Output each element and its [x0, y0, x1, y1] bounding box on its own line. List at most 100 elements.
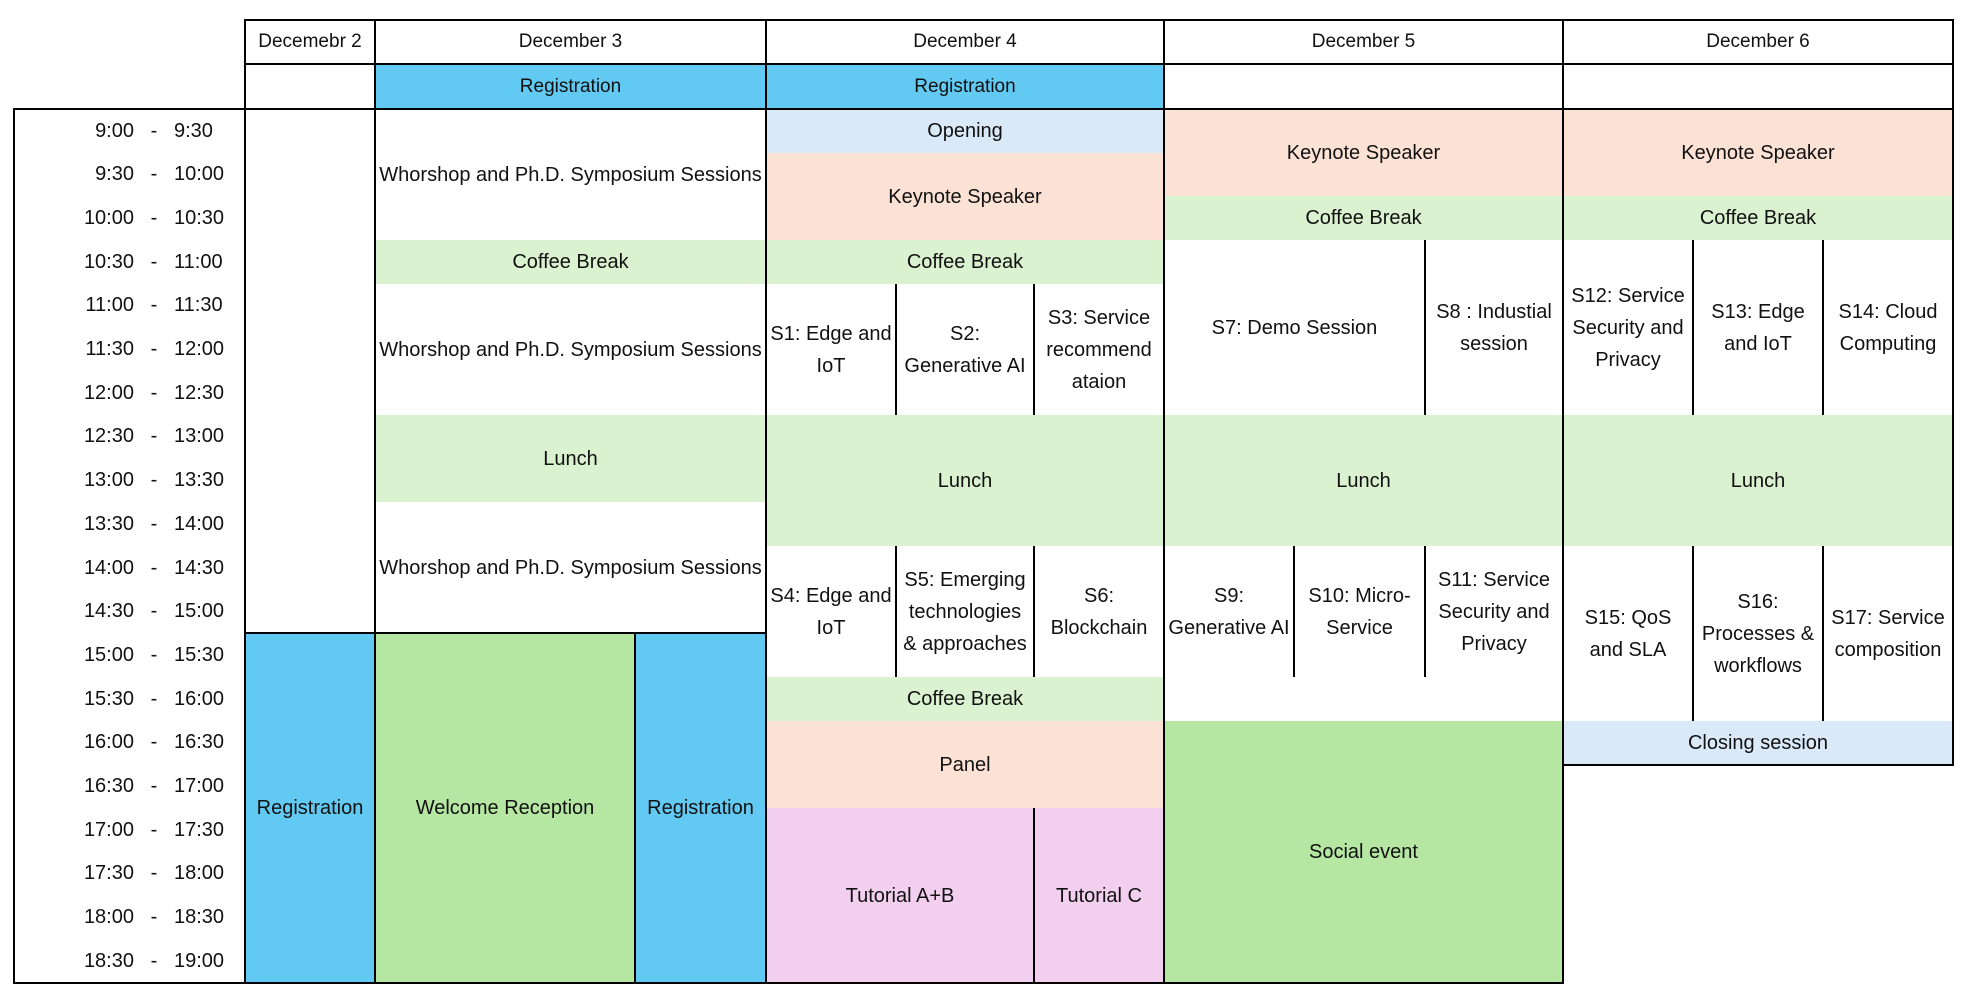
time-slot-separator: -: [150, 643, 158, 666]
time-slot-end: 15:00: [174, 600, 225, 623]
time-slot-separator: -: [150, 206, 158, 229]
time-slot: 14:00-14:30: [14, 546, 245, 590]
time-slot-separator: -: [150, 775, 158, 797]
session-s8: S8 : Industial session: [1436, 300, 1552, 355]
session-s1: S1: Edge and IoT: [770, 322, 892, 377]
time-slot: 11:30-12:00: [14, 328, 245, 372]
session-s2: S2: Generative AI: [904, 322, 1026, 377]
time-slot-separator: -: [150, 381, 158, 404]
event-tutorial-ab: Tutorial A+B: [766, 808, 1034, 983]
time-slot: 16:00-16:30: [14, 721, 245, 765]
day-header-dec4: December 4: [913, 31, 1017, 52]
time-slot-start: 16:30: [83, 775, 134, 797]
time-slot-start: 17:30: [83, 862, 134, 885]
session-s10: S10: Micro-Service: [1308, 584, 1411, 639]
session-s13: S13: Edge and IoT: [1711, 300, 1805, 355]
event-closing-session: Closing session: [1563, 721, 1953, 765]
time-slot-end: 17:30: [174, 818, 225, 841]
time-slot-end: 11:30: [174, 294, 223, 317]
time-slot-end: 9:30: [174, 119, 213, 142]
time-slot-start: 9:00: [95, 119, 134, 142]
time-slot-end: 10:30: [174, 206, 225, 229]
event-workshop-morning-2: Whorshop and Ph.D. Symposium Sessions: [379, 338, 762, 361]
time-slot-start: 12:30: [83, 425, 134, 448]
time-slot-start: 17:00: [83, 818, 134, 841]
event-coffee-break-dec4-am: Coffee Break: [766, 240, 1164, 284]
time-slot-separator: -: [150, 556, 158, 579]
time-slot-end: 12:30: [174, 381, 225, 404]
time-slot-separator: -: [150, 862, 158, 885]
time-slot: 11:00-11:30: [14, 284, 245, 328]
time-slot-separator: -: [150, 425, 158, 448]
event-keynote-dec5: Keynote Speaker: [1164, 109, 1563, 196]
time-slot: 12:30-13:00: [14, 415, 245, 459]
day-header-dec3: December 3: [518, 31, 623, 52]
session-s4: S4: Edge and IoT: [770, 584, 892, 639]
time-slot: 13:30-14:00: [14, 502, 245, 546]
time-slot-start: 9:30: [95, 163, 134, 186]
event-registration-dec3-evening: Registration: [635, 633, 766, 983]
time-slot-start: 15:00: [83, 643, 134, 666]
time-slot-start: 15:30: [83, 687, 134, 710]
event-coffee-break-dec3: Coffee Break: [375, 240, 766, 284]
time-slot-separator: -: [150, 949, 158, 972]
session-s15: S15: QoS and SLA: [1584, 606, 1672, 661]
session-s9: S9: Generative AI: [1168, 584, 1290, 639]
event-registration-dec2: Registration: [245, 633, 375, 983]
event-social: Social event: [1164, 721, 1563, 983]
session-s5: S5: Emerging technologies & approaches: [903, 568, 1027, 655]
event-panel: Panel: [766, 721, 1164, 808]
pre-registration-dec3: Registration: [375, 64, 766, 109]
time-slot: 18:30-19:00: [14, 939, 245, 983]
time-slot: 18:00-18:30: [14, 896, 245, 940]
event-lunch-dec5: Lunch: [1164, 415, 1563, 546]
event-opening: Opening: [766, 109, 1164, 153]
time-slot: 15:00-15:30: [14, 633, 245, 677]
time-slot-start: 10:30: [83, 250, 134, 273]
time-slot-start: 11:30: [85, 338, 134, 360]
time-slot-separator: -: [150, 469, 158, 492]
time-slot-end: 18:00: [174, 862, 225, 885]
event-coffee-break-dec5: Coffee Break: [1164, 196, 1563, 240]
time-slot-separator: -: [150, 119, 158, 142]
time-slot-start: 11:00: [85, 294, 134, 317]
time-slot-start: 12:00: [83, 381, 134, 404]
day-header-dec6: December 6: [1706, 31, 1810, 52]
time-slot-start: 16:00: [83, 731, 134, 754]
time-slot-separator: -: [150, 818, 158, 841]
time-slot-start: 13:30: [83, 512, 134, 535]
time-slot: 17:30-18:00: [14, 852, 245, 896]
event-lunch-dec6: Lunch: [1563, 415, 1953, 546]
time-slot-end: 16:00: [174, 687, 225, 710]
time-slot: 14:30-15:00: [14, 590, 245, 634]
time-slot: 9:00-9:30: [14, 109, 245, 153]
time-slot-end: 19:00: [174, 949, 225, 972]
pre-registration-dec4: Registration: [766, 64, 1164, 109]
time-slot-separator: -: [150, 512, 158, 535]
event-coffee-break-dec4-pm: Coffee Break: [766, 677, 1164, 721]
event-welcome-reception: Welcome Reception: [375, 633, 635, 983]
session-s17: S17: Service composition: [1831, 606, 1945, 661]
time-slot: 9:30-10:00: [14, 153, 245, 197]
session-s6: S6: Blockchain: [1050, 584, 1148, 639]
time-slot-separator: -: [150, 731, 158, 754]
time-slot-end: 16:30: [174, 731, 225, 754]
event-workshop-morning-1: Whorshop and Ph.D. Symposium Sessions: [379, 163, 762, 186]
session-s11: S11: Service Security and Privacy: [1438, 568, 1550, 655]
time-slot-start: 13:00: [83, 469, 134, 492]
session-s12: S12: Service Security and Privacy: [1571, 284, 1685, 371]
time-slot: 10:30-11:00: [14, 240, 245, 284]
session-s7: S7: Demo Session: [1211, 316, 1378, 339]
time-slot-separator: -: [150, 906, 158, 929]
time-slot-end: 17:00: [174, 775, 225, 797]
time-slot: 12:00-12:30: [14, 371, 245, 415]
event-keynote-dec4: Keynote Speaker: [766, 153, 1164, 240]
session-s14: S14: Cloud Computing: [1838, 300, 1938, 355]
time-slot-separator: -: [150, 687, 158, 710]
time-slot-end: 13:00: [174, 425, 225, 448]
time-slot-end: 10:00: [174, 163, 225, 186]
time-slot: 10:00-10:30: [14, 196, 245, 240]
day-header-dec5: December 5: [1311, 31, 1416, 52]
time-slot-end: 14:00: [174, 512, 225, 535]
time-slot-start: 18:30: [83, 949, 134, 972]
